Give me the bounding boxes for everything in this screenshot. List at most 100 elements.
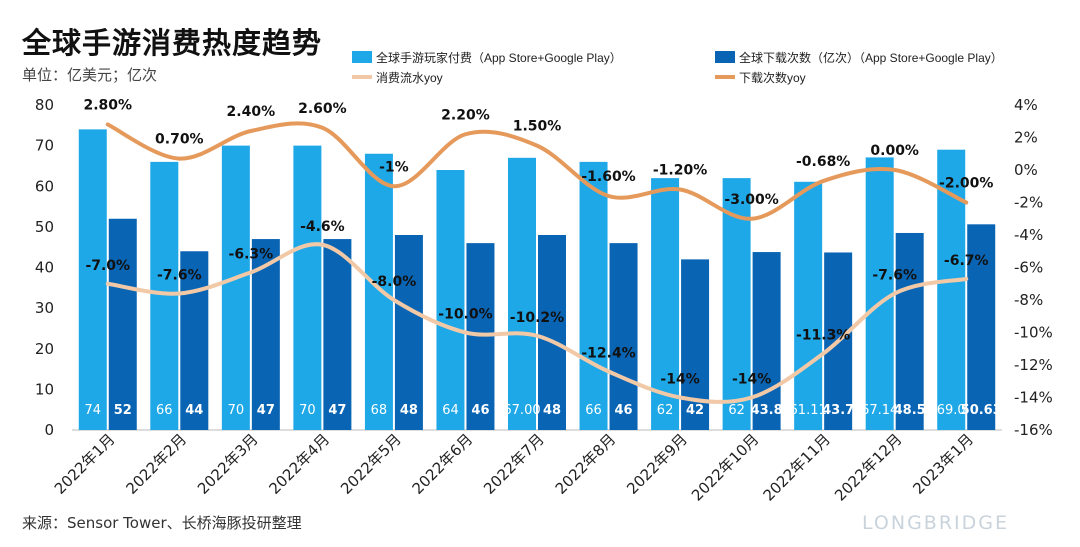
revenue-yoy-label: -10.2% (510, 310, 564, 326)
right-axis-tick: -6% (1014, 259, 1043, 277)
revenue-yoy-line (105, 242, 969, 404)
unit-label: 单位：亿美元；亿次 (22, 66, 158, 84)
download-bar-label: 46 (614, 403, 632, 418)
revenue-bar-label: 74 (84, 403, 101, 418)
revenue-bar-label: 70 (299, 403, 316, 418)
revenue-bar-label: 66 (156, 403, 173, 418)
revenue-bar (436, 170, 465, 430)
revenue-bar-label: 61.11 (790, 403, 827, 418)
download-bar-label: 43.8 (751, 403, 783, 418)
revenue-bar (78, 129, 107, 430)
revenue-yoy-label: -8.0% (372, 274, 417, 290)
revenue-bar (221, 145, 250, 430)
revenue-yoy-label: -7.6% (157, 268, 202, 284)
right-axis-tick: -4% (1014, 226, 1043, 244)
x-axis-tick: 2022年9月 (623, 430, 691, 498)
revenue-bar (293, 145, 322, 430)
download-yoy-label: 0.00% (870, 143, 919, 159)
right-axis-tick: 0% (1014, 161, 1038, 179)
revenue-bar-label: 62 (728, 403, 745, 418)
download-yoy-line (105, 121, 969, 221)
legend-label-download: 全球下载次数（亿次）（App Store+Google Play） (739, 50, 1003, 65)
right-axis-tick: 2% (1014, 129, 1038, 147)
download-yoy-label: -3.00% (724, 192, 778, 208)
download-yoy-label: -0.68% (796, 154, 850, 170)
download-yoy-label: 1.50% (513, 119, 562, 135)
download-bar (895, 232, 924, 430)
download-yoy-label: 2.40% (227, 104, 276, 120)
download-bar (967, 224, 996, 430)
download-yoy-label: -1.20% (653, 163, 707, 179)
left-axis-tick: 70 (35, 137, 54, 155)
revenue-bar-label: 68 (371, 403, 388, 418)
revenue-bar-label: 66 (585, 403, 602, 418)
x-axis-tick: 2022年10月 (688, 430, 762, 504)
download-yoy-label: 2.60% (298, 101, 347, 117)
left-axis-tick: 80 (35, 96, 54, 114)
watermark-logo: LONGBRIDGE (862, 512, 1009, 534)
legend-label-download-yoy: 下载次数yoy (739, 70, 806, 85)
left-axis-tick: 30 (35, 299, 54, 317)
download-bar (609, 243, 638, 430)
download-bar (180, 251, 209, 430)
x-axis-tick: 2022年4月 (266, 430, 334, 498)
revenue-yoy-label: -10.0% (438, 307, 492, 323)
revenue-yoy-label: -6.3% (229, 246, 274, 262)
x-axis-tick: 2022年8月 (552, 430, 620, 498)
left-axis-tick: 10 (35, 380, 54, 398)
revenue-bar (508, 157, 536, 430)
right-axis-tick: -16% (1014, 421, 1053, 439)
revenue-bar (651, 178, 680, 430)
download-bar-label: 52 (114, 403, 132, 418)
download-bar (466, 243, 495, 430)
download-bar-label: 42 (686, 403, 704, 418)
right-axis-tick: -12% (1014, 356, 1053, 374)
x-axis-tick: 2022年5月 (337, 430, 405, 498)
x-axis-tick: 2022年2月 (122, 430, 190, 498)
right-axis-tick: -8% (1014, 291, 1043, 309)
x-axis-tick: 2022年7月 (480, 430, 548, 498)
legend-swatch-download (715, 51, 735, 63)
revenue-yoy-label: -12.4% (581, 346, 635, 362)
right-axis-tick: 4% (1014, 96, 1038, 114)
revenue-yoy-label: -14% (660, 372, 699, 388)
download-bar (323, 239, 352, 430)
revenue-bar (794, 181, 823, 430)
download-bar (108, 218, 137, 430)
download-bar-label: 47 (257, 403, 275, 418)
revenue-yoy-label: -6.7% (944, 253, 989, 269)
download-yoy-label: 0.70% (155, 132, 204, 148)
download-yoy-label: -1.60% (581, 169, 635, 185)
right-axis-tick: -10% (1014, 324, 1053, 342)
download-bar (394, 235, 423, 430)
revenue-yoy-label: -11.3% (796, 328, 850, 344)
download-bar-label: 44 (185, 403, 203, 418)
x-axis-tick: 2022年6月 (409, 430, 477, 498)
right-axis-tick: -14% (1014, 389, 1053, 407)
revenue-bar-label: 62 (657, 403, 674, 418)
download-bar (538, 235, 566, 430)
legend-label-revenue: 全球手游玩家付费（App Store+Google Play） (376, 50, 622, 65)
revenue-bar-label: 69.0 (937, 403, 966, 418)
revenue-yoy-label: -14% (732, 372, 771, 388)
revenue-bar-label: 67.00 (503, 403, 540, 418)
download-bar-label: 50.63 (961, 403, 1002, 418)
download-bar-label: 43.7 (822, 403, 854, 418)
legend-label-revenue-yoy: 消费流水yoy (376, 71, 443, 85)
revenue-bar-label: 67.14 (861, 403, 898, 418)
download-bar-label: 48 (543, 403, 561, 418)
revenue-bar (150, 161, 179, 430)
revenue-yoy-label: -7.0% (85, 258, 130, 274)
revenue-yoy-label: -4.6% (300, 219, 345, 235)
x-axis-tick: 2022年3月 (194, 430, 262, 498)
source-note: 来源：Sensor Tower、长桥海豚投研整理 (22, 514, 302, 532)
x-axis-tick: 2022年1月 (51, 430, 119, 498)
x-axis-tick: 2023年1月 (909, 430, 977, 498)
download-bar-label: 48.5 (894, 403, 926, 418)
revenue-bar (579, 161, 608, 430)
x-axis-tick: 2022年12月 (831, 430, 905, 504)
chart-title: 全球手游消费热度趋势 (22, 26, 323, 60)
revenue-bar (364, 153, 393, 430)
revenue-bar-label: 70 (228, 403, 245, 418)
